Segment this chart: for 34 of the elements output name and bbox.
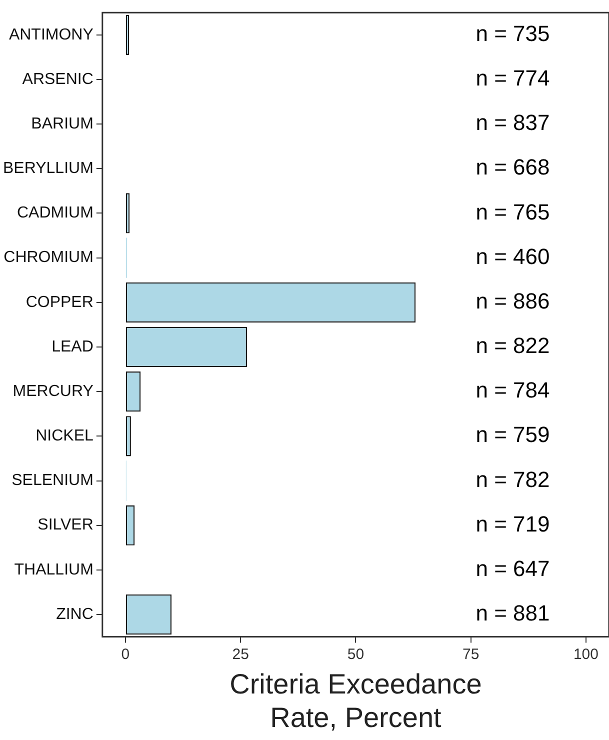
annotation: n = 735 <box>476 20 550 46</box>
x-tick-label: 25 <box>232 646 249 663</box>
annotation: n = 822 <box>476 333 550 358</box>
annotation: n = 647 <box>476 556 550 581</box>
annotation: n = 784 <box>476 378 550 403</box>
x-tick-label: 100 <box>573 646 598 663</box>
y-tick-label: SILVER <box>38 516 94 534</box>
y-tick-label: ARSENIC <box>22 70 94 88</box>
y-tick-label: COPPER <box>26 294 94 311</box>
y-tick-label: NICKEL <box>36 428 94 445</box>
y-tick-label: ANTIMONY <box>8 26 94 44</box>
y-tick-label: CADMIUM <box>16 204 94 222</box>
annotation: n = 759 <box>476 422 550 448</box>
annotation: n = 765 <box>476 199 550 224</box>
y-tick-label: BERYLLIUM <box>3 160 94 178</box>
annotation: n = 668 <box>476 154 550 180</box>
annotation: n = 774 <box>476 66 550 91</box>
y-tick-label: LEAD <box>52 338 94 356</box>
x-tick-label: 50 <box>347 646 364 663</box>
annotation: n = 886 <box>476 288 550 314</box>
y-tick-label: BARIUM <box>31 115 94 132</box>
y-tick-label: ZINC <box>56 606 94 623</box>
annotation: n = 782 <box>476 466 550 492</box>
x-tick-label: 0 <box>121 646 130 663</box>
x-axis-title: Criteria Exceedance Rate, Percent <box>230 668 482 733</box>
y-tick-label: CHROMIUM <box>4 249 94 266</box>
y-tick-label: SELENIUM <box>12 472 94 490</box>
annotation: n = 719 <box>476 511 550 536</box>
y-tick-label: THALLIUM <box>14 561 94 578</box>
annotation: n = 837 <box>476 110 550 136</box>
annotation: n = 881 <box>476 600 550 626</box>
x-tick-label: 75 <box>462 646 480 663</box>
y-tick-label: MERCURY <box>12 382 94 400</box>
annotation: n = 460 <box>476 244 550 269</box>
